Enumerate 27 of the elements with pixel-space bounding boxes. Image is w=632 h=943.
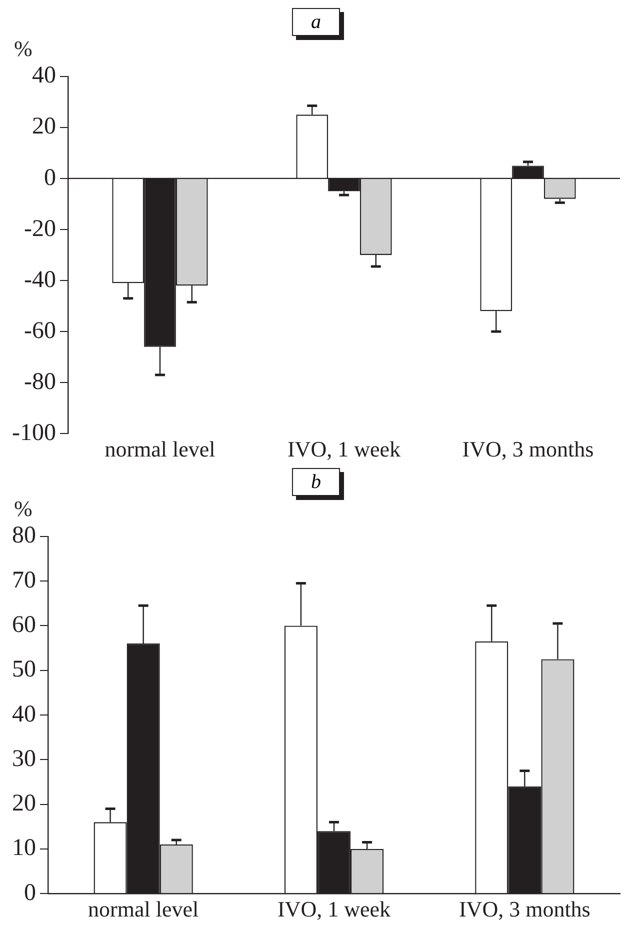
y-tick-label: 10	[12, 835, 36, 862]
y-axis-title: %	[14, 496, 32, 522]
y-tick-label: 0	[24, 880, 36, 906]
x-tick-label: IVO, 1 week	[287, 436, 401, 462]
chart-title: a	[292, 8, 340, 36]
x-tick-label: normal level	[88, 896, 199, 922]
y-tick-label: 40	[32, 62, 56, 89]
y-tick-label: -60	[24, 318, 56, 344]
y-tick-label: 70	[12, 567, 36, 594]
y-tick-label: 20	[12, 790, 36, 817]
y-axis-title: %	[14, 36, 32, 62]
y-tick-label: 20	[32, 114, 56, 140]
y-tick-label: 50	[12, 656, 36, 683]
x-tick-label: IVO, 3 months	[462, 436, 594, 462]
y-tick-label: 40	[12, 701, 36, 728]
y-tick-label: 80	[12, 522, 36, 549]
y-tick-label: 30	[12, 746, 36, 772]
x-tick-label: IVO, 1 week	[277, 896, 391, 922]
y-tick-label: 0	[44, 164, 56, 191]
y-tick-label: 60	[12, 612, 36, 638]
y-tick-label: -20	[24, 216, 56, 242]
y-tick-label: -40	[24, 266, 56, 293]
chart-title: b	[292, 468, 340, 496]
x-tick-label: IVO, 3 months	[458, 896, 590, 922]
x-tick-label: normal level	[104, 436, 216, 462]
y-tick-label: -100	[12, 420, 56, 446]
y-tick-label: -80	[24, 368, 56, 395]
